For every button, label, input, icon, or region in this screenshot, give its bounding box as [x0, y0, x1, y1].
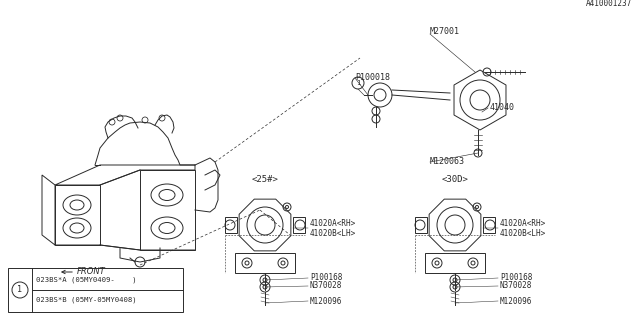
Text: A410001237: A410001237	[586, 0, 632, 8]
Text: 1: 1	[17, 285, 22, 294]
Text: <30D>: <30D>	[442, 175, 468, 185]
Text: P100018: P100018	[355, 74, 390, 83]
Text: 41040: 41040	[490, 103, 515, 113]
Text: 023BS*B (05MY-05MY0408): 023BS*B (05MY-05MY0408)	[36, 297, 136, 303]
Text: N370028: N370028	[500, 282, 532, 291]
Text: M120096: M120096	[500, 297, 532, 306]
Text: 41020B<LH>: 41020B<LH>	[310, 228, 356, 237]
Text: M120063: M120063	[430, 157, 465, 166]
Bar	[8, 268, 183, 312]
Text: 41020A<RH>: 41020A<RH>	[310, 219, 356, 228]
Text: 41020A<RH>: 41020A<RH>	[500, 219, 547, 228]
Text: FRONT: FRONT	[77, 268, 106, 276]
Text: 41020B<LH>: 41020B<LH>	[500, 228, 547, 237]
Text: 1: 1	[356, 80, 360, 86]
Text: M120096: M120096	[310, 297, 342, 306]
Text: <25#>: <25#>	[252, 175, 278, 185]
Text: N370028: N370028	[310, 282, 342, 291]
Text: 023BS*A (05MY0409-    ): 023BS*A (05MY0409- )	[36, 276, 136, 283]
Text: M27001: M27001	[430, 28, 460, 36]
Text: P100168: P100168	[500, 274, 532, 283]
Text: P100168: P100168	[310, 274, 342, 283]
